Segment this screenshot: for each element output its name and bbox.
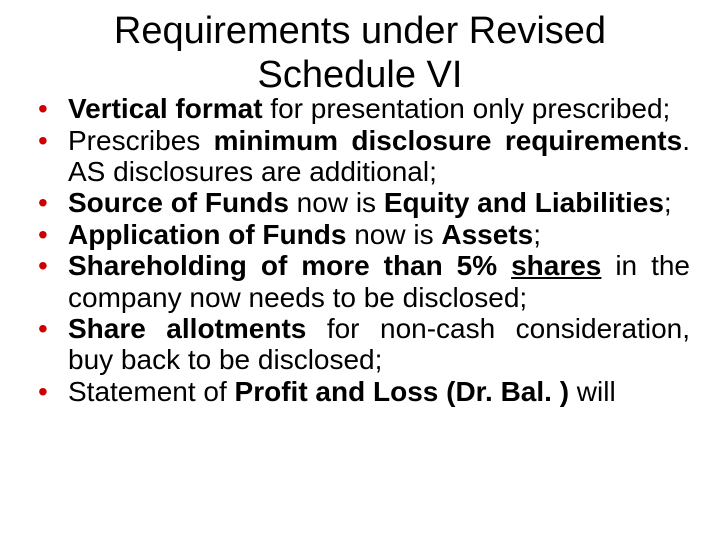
text-run: Share allotments (68, 313, 306, 344)
text-run: ; (533, 219, 541, 250)
text-run: minimum disclosure requirements (214, 125, 683, 156)
text-run: will (569, 376, 616, 407)
text-run: now is (289, 187, 384, 218)
text-run: Shareholding of more than 5% (68, 250, 511, 281)
text-run: Profit and Loss (Dr. Bal. ) (235, 376, 569, 407)
slide-title: Requirements under Revised Schedule VI (30, 10, 690, 97)
bullet-item: Application of Funds now is Assets; (30, 219, 690, 250)
text-run: shares (511, 250, 601, 281)
bullet-list: Vertical format for presentation only pr… (30, 93, 690, 407)
bullet-item: Prescribes minimum disclosure requiremen… (30, 125, 690, 188)
bullet-item: Shareholding of more than 5% shares in t… (30, 250, 690, 313)
bullet-item: Share allotments for non-cash considerat… (30, 313, 690, 376)
bullet-item: Source of Funds now is Equity and Liabil… (30, 187, 690, 218)
slide: Requirements under Revised Schedule VI V… (0, 0, 720, 540)
bullet-item: Vertical format for presentation only pr… (30, 93, 690, 124)
text-run: Statement of (68, 376, 235, 407)
text-run: Application of Funds (68, 219, 346, 250)
text-run: Source of Funds (68, 187, 289, 218)
text-run: Prescribes (68, 125, 214, 156)
text-run: Vertical format (68, 93, 263, 124)
text-run: Assets (441, 219, 533, 250)
text-run: now is (346, 219, 441, 250)
bullet-item: Statement of Profit and Loss (Dr. Bal. )… (30, 376, 690, 407)
text-run: for presentation only prescribed; (263, 93, 671, 124)
text-run: Equity and Liabilities (384, 187, 664, 218)
slide-body: Vertical format for presentation only pr… (30, 93, 690, 407)
text-run: ; (664, 187, 672, 218)
